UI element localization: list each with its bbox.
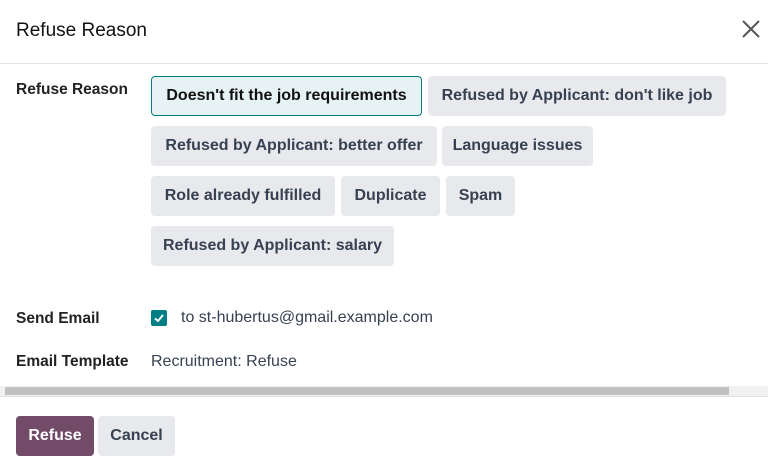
close-icon[interactable]: [740, 18, 762, 40]
dialog-title: Refuse Reason: [16, 20, 147, 41]
email-template-field[interactable]: Recruitment: Refuse: [151, 353, 297, 370]
check-icon: [154, 314, 164, 323]
reason-option[interactable]: Refused by Applicant: don't like job: [428, 76, 726, 116]
dialog-header: Refuse Reason: [0, 0, 768, 64]
refuse-reason-label: Refuse Reason: [16, 81, 128, 98]
cancel-button[interactable]: Cancel: [98, 416, 175, 456]
reason-option[interactable]: Doesn't fit the job requirements: [151, 76, 422, 116]
email-template-label: Email Template: [16, 353, 129, 370]
refuse-button[interactable]: Refuse: [16, 416, 94, 456]
scrollbar-thumb[interactable]: [5, 387, 729, 395]
reason-option[interactable]: Spam: [446, 176, 515, 216]
reason-option[interactable]: Language issues: [442, 126, 593, 166]
horizontal-scrollbar[interactable]: [0, 386, 768, 397]
send-email-label: Send Email: [16, 310, 100, 327]
refuse-reason-options: Doesn't fit the job requirements Refused…: [151, 76, 726, 276]
reason-option[interactable]: Refused by Applicant: better offer: [151, 126, 437, 166]
email-recipient: to st-hubertus@gmail.example.com: [181, 309, 433, 326]
send-email-checkbox[interactable]: [151, 310, 167, 326]
reason-option[interactable]: Duplicate: [341, 176, 440, 216]
reason-option[interactable]: Refused by Applicant: salary: [151, 226, 394, 266]
reason-option[interactable]: Role already fulfilled: [151, 176, 335, 216]
